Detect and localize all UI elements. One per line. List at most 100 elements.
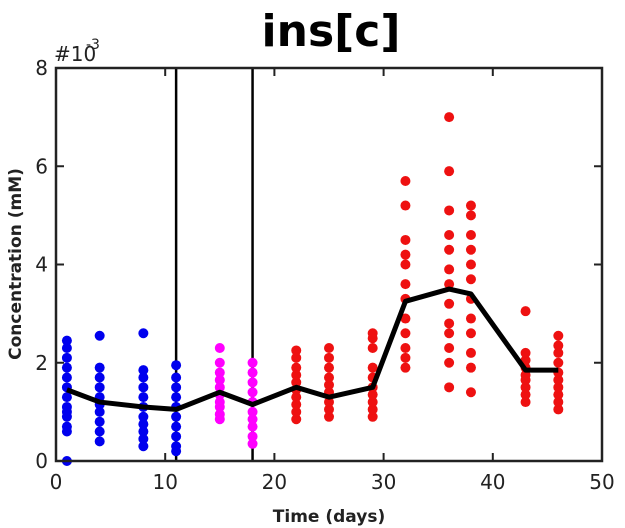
data-point	[214, 382, 225, 393]
data-point	[61, 401, 72, 412]
data-point	[171, 382, 182, 393]
data-point	[520, 382, 531, 393]
data-point	[400, 175, 411, 186]
data-point	[553, 330, 564, 341]
data-point	[291, 414, 302, 425]
y-tick-label: 0	[35, 449, 48, 473]
data-point	[214, 374, 225, 385]
data-point	[465, 362, 476, 373]
y-exponent-power: -3	[86, 37, 100, 53]
x-axis-label: Time (days)	[273, 507, 385, 527]
data-point	[94, 436, 105, 447]
data-point	[444, 382, 455, 393]
data-point	[400, 362, 411, 373]
data-point	[94, 330, 105, 341]
data-point	[247, 421, 258, 432]
data-point	[367, 343, 378, 354]
data-point	[247, 377, 258, 388]
data-point	[400, 279, 411, 290]
data-point	[520, 389, 531, 400]
data-point	[214, 409, 225, 420]
data-point	[367, 389, 378, 400]
data-point	[138, 365, 149, 376]
data-point	[247, 406, 258, 417]
data-point	[291, 392, 302, 403]
data-point	[61, 335, 72, 346]
data-point	[61, 421, 72, 432]
data-point	[465, 313, 476, 324]
data-point	[520, 397, 531, 408]
data-point	[138, 328, 149, 339]
data-point	[247, 414, 258, 425]
data-point	[553, 389, 564, 400]
y-axis-label: Concentration (mM)	[6, 168, 26, 360]
data-point	[94, 416, 105, 427]
y-exponent-base: #10	[54, 42, 96, 66]
data-point	[94, 362, 105, 373]
data-point	[367, 411, 378, 422]
data-point	[465, 230, 476, 241]
data-point	[367, 397, 378, 408]
data-point	[444, 279, 455, 290]
data-point	[444, 318, 455, 329]
y-tick-label: 6	[35, 154, 48, 178]
data-point	[247, 367, 258, 378]
data-point	[94, 406, 105, 417]
data-point	[291, 399, 302, 410]
x-tick-label: 50	[589, 470, 614, 494]
data-point	[444, 298, 455, 309]
data-point	[553, 382, 564, 393]
mean-line	[66, 286, 559, 412]
data-point	[247, 431, 258, 442]
x-tick-label: 40	[480, 470, 505, 494]
data-point	[247, 387, 258, 398]
data-point	[61, 352, 72, 363]
data-point	[444, 230, 455, 241]
y-tick-label: 8	[35, 56, 48, 80]
data-point	[444, 357, 455, 368]
data-point	[291, 377, 302, 388]
data-point	[400, 249, 411, 260]
data-point	[465, 244, 476, 255]
data-point	[444, 343, 455, 354]
data-point	[94, 426, 105, 437]
data-point	[291, 406, 302, 417]
data-point	[171, 421, 182, 432]
x-tick-label: 0	[50, 470, 63, 494]
data-point	[400, 313, 411, 324]
data-point	[553, 404, 564, 415]
x-tick-label: 20	[262, 470, 287, 494]
data-point	[138, 372, 149, 383]
data-point	[553, 397, 564, 408]
data-point	[214, 343, 225, 354]
data-point	[171, 392, 182, 403]
data-point	[324, 397, 334, 408]
data-point	[94, 372, 105, 383]
data-point	[465, 387, 476, 398]
data-point	[291, 345, 302, 356]
data-point	[171, 372, 182, 383]
data-point	[61, 362, 72, 373]
data-point	[444, 205, 455, 216]
data-point	[61, 372, 72, 383]
data-point	[138, 382, 149, 393]
data-point	[214, 357, 225, 368]
data-point	[324, 372, 334, 383]
data-point	[465, 210, 476, 221]
data-point	[291, 362, 302, 373]
x-tick-label: 30	[371, 470, 396, 494]
data-point	[465, 347, 476, 358]
data-point	[553, 340, 564, 351]
data-point	[138, 441, 149, 452]
data-point	[400, 200, 411, 211]
data-point	[465, 259, 476, 270]
data-point	[465, 200, 476, 211]
data-point	[520, 306, 531, 317]
data-point	[444, 166, 455, 177]
data-point	[465, 274, 476, 285]
data-point	[247, 357, 258, 368]
data-point	[324, 352, 334, 363]
data-point	[171, 411, 182, 422]
y-tick-label: 4	[35, 253, 48, 277]
